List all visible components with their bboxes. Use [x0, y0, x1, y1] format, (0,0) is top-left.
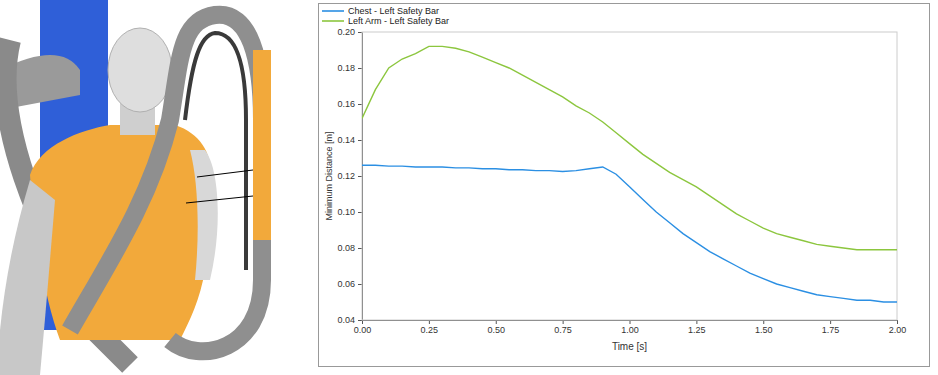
tick-label: 0.14: [337, 135, 355, 145]
tick-label: 2.00: [889, 325, 907, 335]
measure-line: [197, 170, 253, 177]
tick: 0.00: [354, 320, 372, 335]
tick: 0.16: [337, 99, 362, 109]
series-line: [362, 165, 897, 302]
tick-mark: [358, 32, 362, 33]
tick-label: 0.00: [354, 325, 372, 335]
tick: 0.75: [554, 320, 572, 335]
legend-swatch: [322, 10, 344, 12]
tick-label: 0.04: [337, 315, 355, 325]
tick-mark: [696, 320, 697, 324]
tick-mark: [358, 212, 362, 213]
tick-mark: [830, 320, 831, 324]
legend-label: Chest - Left Safety Bar: [348, 6, 439, 16]
tick-mark: [429, 320, 430, 324]
tick-mark: [358, 140, 362, 141]
tick-label: 0.10: [337, 207, 355, 217]
tick-mark: [630, 320, 631, 324]
tick: 0.06: [337, 279, 362, 289]
tick: 1.25: [688, 320, 706, 335]
plot-frame: [362, 32, 897, 320]
tick: 0.12: [337, 171, 362, 181]
left-arm: [190, 150, 218, 280]
tick-label: 0.18: [337, 63, 355, 73]
tick-mark: [496, 320, 497, 324]
safety-bar-segment: [253, 50, 271, 240]
legend-label: Left Arm - Left Safety Bar: [348, 16, 449, 26]
tick-label: 1.00: [621, 325, 639, 335]
tick-label: 0.16: [337, 99, 355, 109]
plot-lines: [362, 46, 897, 302]
tick-label: 1.75: [822, 325, 840, 335]
tick: 0.25: [421, 320, 439, 335]
tick: 0.50: [487, 320, 505, 335]
tick: 0.18: [337, 63, 362, 73]
tick-label: 0.75: [554, 325, 572, 335]
tick: 0.14: [337, 135, 362, 145]
tick-label: 1.50: [755, 325, 773, 335]
tick: 2.00: [889, 320, 907, 335]
tick: 0.20: [337, 27, 362, 37]
x-axis-title: Time [s]: [612, 341, 647, 352]
tick: 0.04: [337, 315, 362, 325]
tick-mark: [358, 176, 362, 177]
tick-label: 0.20: [337, 27, 355, 37]
tick: 1.00: [621, 320, 639, 335]
tick-label: 0.50: [487, 325, 505, 335]
measure-line: [186, 196, 253, 203]
tick-mark: [897, 320, 898, 324]
safety-bar-right: [70, 15, 262, 352]
tick-mark: [358, 248, 362, 249]
right-arm: [0, 180, 55, 375]
tick-mark: [358, 284, 362, 285]
tick-mark: [358, 68, 362, 69]
chart-frame: [319, 4, 930, 367]
y-axis-title: Minimum Distance [m]: [324, 131, 334, 220]
tick: 0.08: [337, 243, 362, 253]
tick-mark: [563, 320, 564, 324]
head: [108, 28, 172, 112]
tick-label: 0.25: [421, 325, 439, 335]
tick: 0.10: [337, 207, 362, 217]
tick-mark: [358, 104, 362, 105]
tick-mark: [763, 320, 764, 324]
series-line: [362, 46, 897, 249]
x-axis: 0.00 0.25 0.50 0.75 1.00 1.25 1.50 1.75 2.00: [354, 320, 907, 335]
tick: 1.50: [755, 320, 773, 335]
axis-line: [363, 321, 898, 325]
legend-swatch: [322, 20, 344, 22]
tick-label: 0.08: [337, 243, 355, 253]
safety-bar-inner: [185, 33, 246, 270]
tick: 1.75: [822, 320, 840, 335]
tick-mark: [358, 320, 362, 321]
figure: 0.00 0.25 0.50 0.75 1.00 1.25 1.50 1.75 2.00 0.04…: [0, 0, 938, 375]
tick-label: 1.25: [688, 325, 706, 335]
tick-label: 0.06: [337, 279, 355, 289]
illustration: [0, 0, 271, 375]
legend: Chest - Left Safety BarLeft Arm - Left S…: [322, 6, 449, 26]
tick-label: 0.12: [337, 171, 355, 181]
y-axis: 0.04 0.06 0.08 0.10 0.12 0.14 0.16 0.18 0.20: [337, 27, 362, 325]
